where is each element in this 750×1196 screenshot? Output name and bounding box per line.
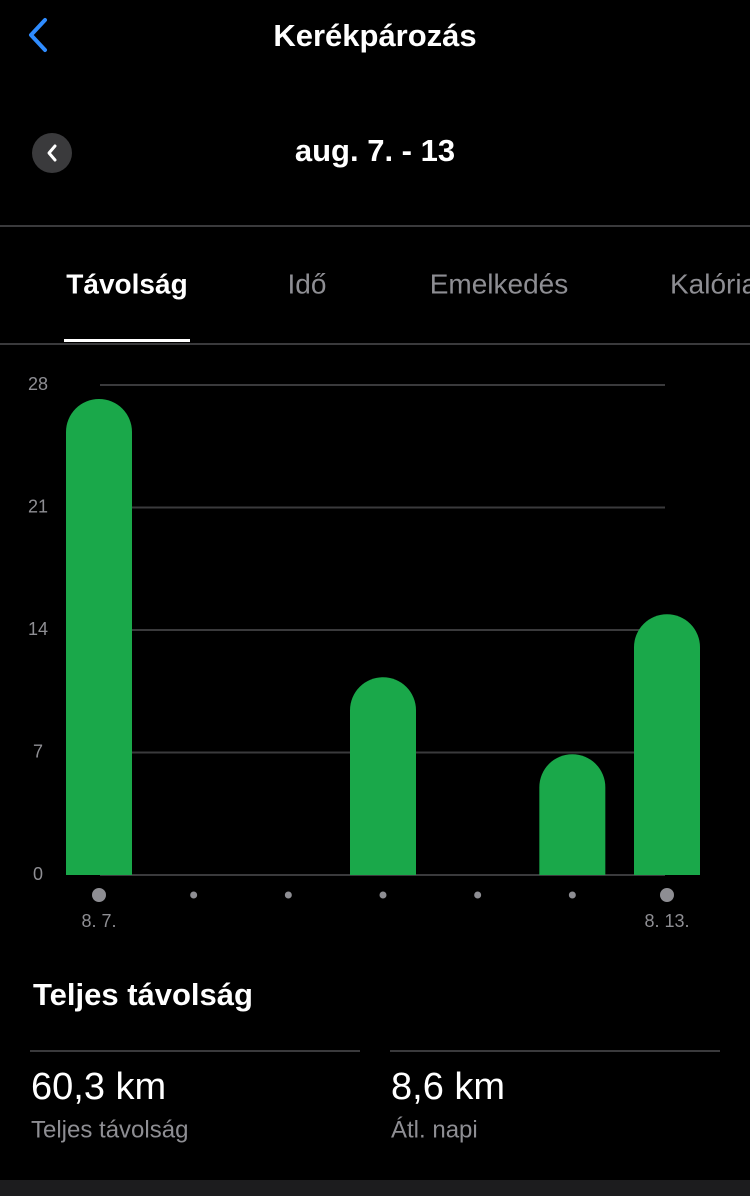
active-tab-underline bbox=[64, 339, 190, 342]
tab[interactable]: Távolság bbox=[66, 268, 187, 299]
tab[interactable]: Emelkedés bbox=[430, 268, 569, 299]
stat-value: 8,6 km bbox=[391, 1066, 505, 1108]
date-range: aug. 7. - 13 bbox=[295, 133, 455, 168]
day-dot bbox=[568, 891, 576, 899]
bar bbox=[539, 754, 606, 875]
day-dot bbox=[92, 888, 106, 902]
bar bbox=[66, 399, 132, 875]
day-dot bbox=[190, 891, 198, 899]
chart: 0 7 14 21 28 8. 7. 8. 13. bbox=[28, 374, 700, 931]
day-dot bbox=[660, 888, 674, 902]
y-tick-label: 7 bbox=[33, 741, 43, 761]
day-dot bbox=[284, 891, 292, 899]
y-tick-label: 28 bbox=[28, 374, 48, 394]
y-tick-label: 14 bbox=[28, 619, 48, 639]
bar bbox=[634, 614, 700, 875]
stat-label: Teljes távolság bbox=[31, 1116, 188, 1143]
x-tick-label: 8. 7. bbox=[81, 911, 116, 931]
tab-bar: Távolság Idő Emelkedés Kalória bbox=[66, 268, 750, 299]
page-title: Kerékpározás bbox=[273, 18, 476, 53]
summary-title: Teljes távolság bbox=[33, 977, 253, 1012]
stat-value: 60,3 km bbox=[31, 1066, 166, 1108]
prev-week-button[interactable] bbox=[32, 133, 72, 173]
bar bbox=[350, 677, 416, 875]
bottom-bar bbox=[0, 1180, 750, 1196]
tab[interactable]: Idő bbox=[288, 268, 327, 299]
y-tick-label: 21 bbox=[28, 496, 48, 516]
stat-label: Átl. napi bbox=[391, 1116, 478, 1143]
prev-icon bbox=[47, 144, 57, 162]
tab[interactable]: Kalória bbox=[670, 268, 750, 299]
day-dot bbox=[379, 891, 387, 899]
back-button[interactable] bbox=[29, 18, 47, 52]
y-tick-label: 0 bbox=[33, 864, 43, 884]
day-dot bbox=[474, 891, 482, 899]
x-tick-label: 8. 13. bbox=[644, 911, 689, 931]
